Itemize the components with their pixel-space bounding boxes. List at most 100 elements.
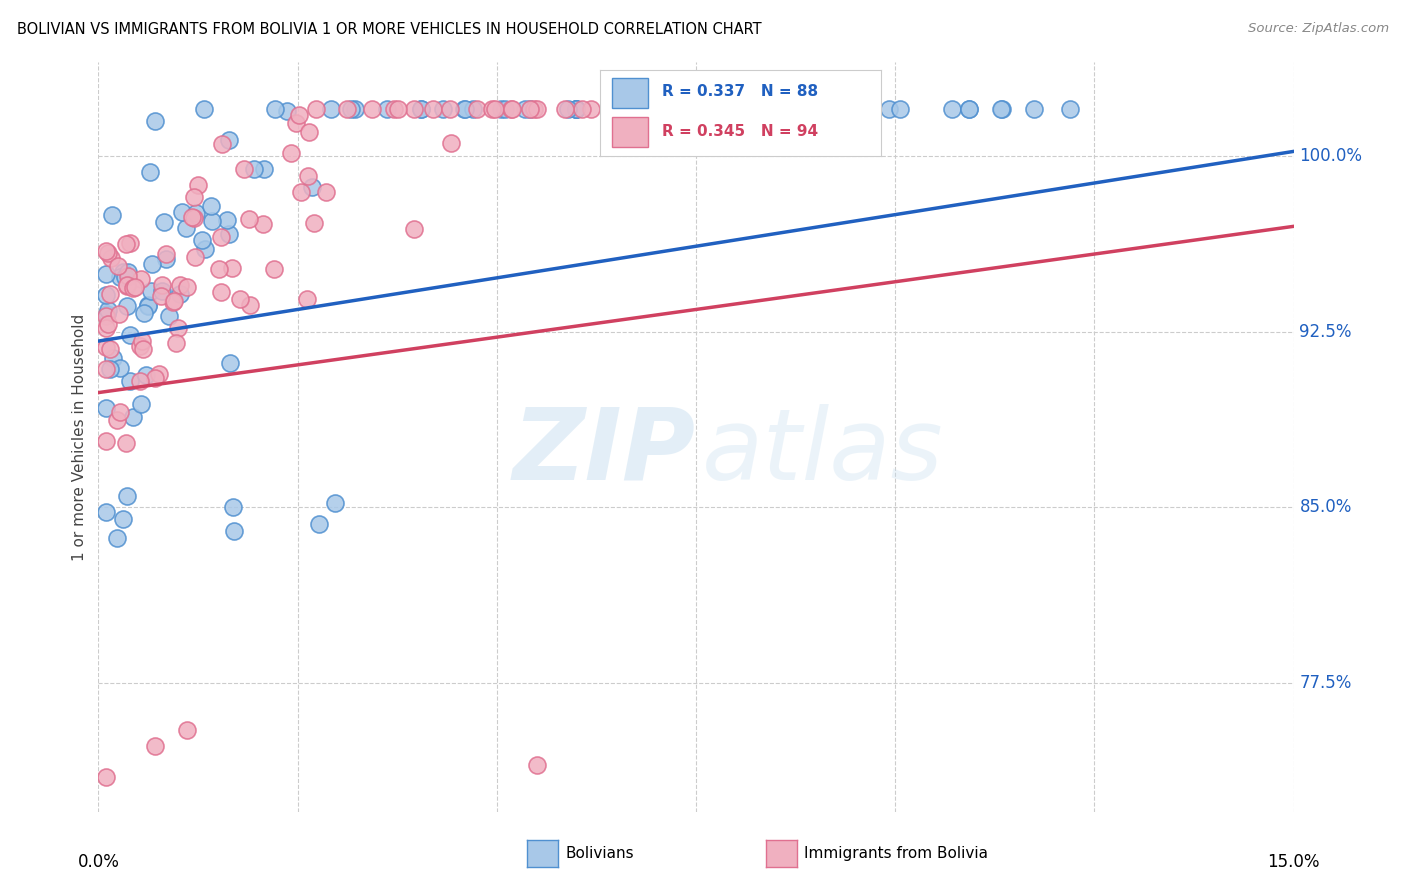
Point [200,198,222,212]
Point [115,436,138,450]
Point [361,102,384,116]
Point [211,136,233,151]
Point [162,295,184,310]
Point [131,334,153,349]
Point [325,496,347,510]
Point [224,524,246,538]
Point [96,362,118,376]
Point [343,102,366,116]
Point [101,351,124,366]
Point [96,288,118,302]
Point [183,211,205,225]
Point [957,102,980,116]
Point [239,298,262,312]
Point [114,236,136,251]
Point [652,102,675,116]
Point [98,362,121,376]
Point [668,102,690,116]
Point [131,397,153,411]
Text: 0.0%: 0.0% [77,854,120,871]
Point [501,102,523,116]
Text: 85.0%: 85.0% [1299,499,1353,516]
Point [96,267,118,281]
Point [155,246,177,260]
Point [143,739,166,753]
Point [489,102,512,116]
Point [276,104,298,119]
Point [432,102,454,116]
Point [280,145,302,160]
Point [121,409,143,424]
Point [565,102,588,116]
Point [315,185,337,199]
Point [136,297,159,311]
Point [238,212,260,227]
Point [97,317,120,331]
Point [105,531,128,545]
Point [110,405,132,419]
Point [108,307,131,321]
Point [243,162,266,177]
Point [96,434,118,448]
Point [340,102,363,116]
Point [297,169,319,183]
Point [288,108,311,122]
Point [519,102,541,116]
Point [990,102,1012,116]
Point [404,102,426,116]
Point [96,770,118,784]
Point [499,102,522,116]
Point [139,285,162,299]
Point [148,367,170,381]
Point [96,320,118,334]
Point [187,178,209,193]
Text: 15.0%: 15.0% [1267,854,1320,871]
Point [108,270,131,285]
Point [209,285,232,300]
Point [98,286,121,301]
Point [252,217,274,231]
Text: 77.5%: 77.5% [1299,674,1353,692]
Point [641,102,664,116]
Point [135,368,157,383]
Point [150,289,173,303]
Point [957,102,980,116]
Point [411,102,433,116]
Point [990,102,1012,116]
Point [494,102,516,116]
Point [97,246,120,260]
Point [439,102,461,116]
Point [526,102,548,116]
Point [218,133,240,147]
Point [100,251,122,265]
Point [284,116,307,130]
Point [136,299,159,313]
Point [877,102,900,116]
Point [454,102,477,116]
Point [375,102,398,116]
Text: 92.5%: 92.5% [1299,323,1353,341]
Point [302,216,325,230]
Point [233,161,256,176]
Point [132,343,155,357]
Point [387,102,409,116]
Point [411,102,433,116]
Point [186,205,208,219]
Point [404,221,426,235]
Point [150,278,173,293]
Point [124,280,146,294]
Point [129,272,152,286]
Point [96,244,118,259]
Point [96,309,118,323]
Point [565,102,588,116]
Point [295,293,318,307]
Point [167,321,190,335]
Point [107,259,129,273]
Point [96,307,118,321]
Y-axis label: 1 or more Vehicles in Household: 1 or more Vehicles in Household [72,313,87,561]
Point [115,299,138,313]
Point [290,186,312,200]
Point [657,102,679,116]
Point [100,342,122,356]
Point [219,356,242,370]
